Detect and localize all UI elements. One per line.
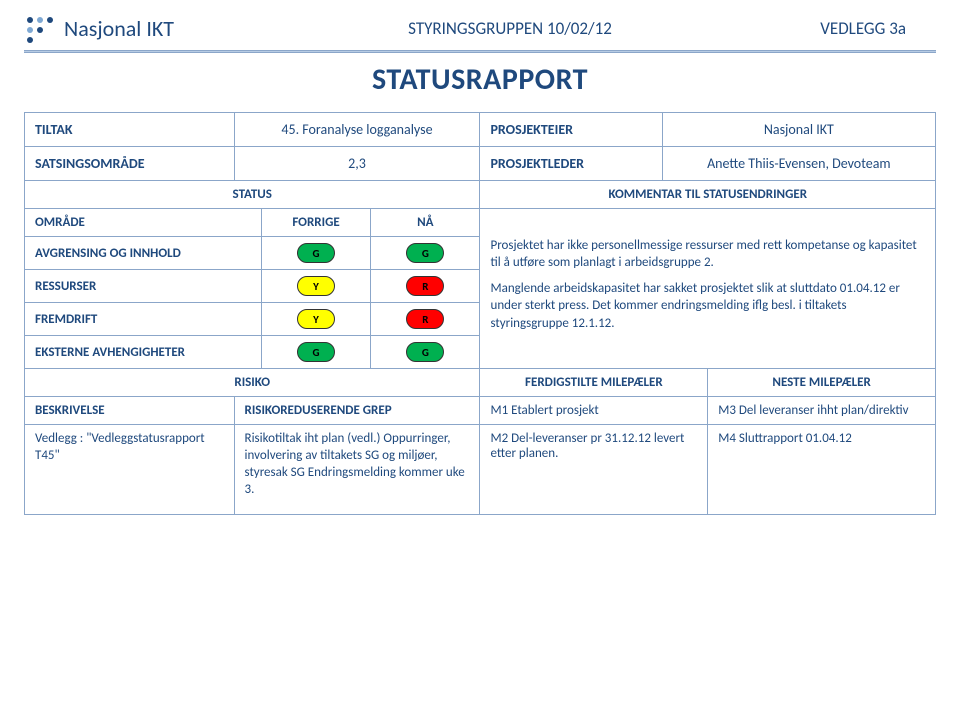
next-heading: NESTE MILEPÆLER — [708, 369, 936, 397]
badge-r-icon: R — [406, 309, 444, 329]
info-value: Anette Thiis-Evensen, Devoteam — [662, 147, 935, 181]
badge-prev: Y — [261, 303, 370, 336]
risk-heading: RISIKO — [25, 369, 480, 397]
badge-y-icon: Y — [297, 309, 335, 329]
col-area: OMRÅDE — [25, 209, 262, 237]
info-label: TILTAK — [25, 113, 235, 147]
info-label: SATSINGSOMRÅDE — [25, 147, 235, 181]
milestone-next: M4 Sluttrapport 01.04.12 — [708, 425, 936, 515]
risk-table: RISIKO FERDIGSTILTE MILEPÆLER NESTE MILE… — [24, 368, 936, 515]
badge-g-icon: G — [406, 243, 444, 263]
badge-now: R — [371, 303, 480, 336]
badge-now: R — [371, 270, 480, 303]
logo: Nasjonal IKT — [24, 12, 284, 44]
info-label: PROSJEKTEIER — [480, 113, 662, 147]
logo-icon — [24, 12, 56, 44]
page-title: STATUSRAPPORT — [24, 61, 936, 98]
header-center: STYRINGSGRUPPEN 10/02/12 — [284, 18, 736, 39]
badge-prev: G — [261, 237, 370, 270]
info-value: 45. Foranalyse logganalyse — [234, 113, 480, 147]
milestone-done: M2 Del-leveranser pr 31.12.12 levert ett… — [480, 425, 708, 515]
done-heading: FERDIGSTILTE MILEPÆLER — [480, 369, 708, 397]
badge-now: G — [371, 336, 480, 369]
badge-prev: Y — [261, 270, 370, 303]
header: Nasjonal IKT STYRINGSGRUPPEN 10/02/12 VE… — [24, 12, 936, 44]
badge-prev: G — [261, 336, 370, 369]
badge-now: G — [371, 237, 480, 270]
col-prev: FORRIGE — [261, 209, 370, 237]
comment-cell: Prosjektet har ikke personellmessige res… — [480, 209, 936, 369]
col-now: NÅ — [371, 209, 480, 237]
status-heading: STATUS — [25, 181, 480, 209]
risk-action: Risikotiltak iht plan (vedl.) Oppurringe… — [234, 425, 480, 515]
status-row-label: RESSURSER — [25, 270, 262, 303]
badge-g-icon: G — [297, 342, 335, 362]
info-label: PROSJEKTLEDER — [480, 147, 662, 181]
header-divider — [24, 50, 936, 53]
badge-r-icon: R — [406, 276, 444, 296]
col-desc: BESKRIVELSE — [25, 397, 235, 425]
risk-desc: Vedlegg : "Vedleggstatusrapport T45" — [25, 425, 235, 515]
comment-p2: Manglende arbeidskapasitet har sakket pr… — [490, 280, 925, 333]
col-action: RISIKOREDUSERENDE GREP — [234, 397, 480, 425]
milestone-next: M3 Del leveranser ihht plan/direktiv — [708, 397, 936, 425]
milestone-done: M1 Etablert prosjekt — [480, 397, 708, 425]
badge-g-icon: G — [297, 243, 335, 263]
badge-g-icon: G — [406, 342, 444, 362]
info-value: 2,3 — [234, 147, 480, 181]
status-row-label: FREMDRIFT — [25, 303, 262, 336]
status-row-label: AVGRENSING OG INNHOLD — [25, 237, 262, 270]
badge-y-icon: Y — [297, 276, 335, 296]
status-row-label: EKSTERNE AVHENGIGHETER — [25, 336, 262, 369]
status-table: STATUS KOMMENTAR TIL STATUSENDRINGER OMR… — [24, 180, 936, 369]
header-right: VEDLEGG 3a — [736, 18, 936, 39]
info-value: Nasjonal IKT — [662, 113, 935, 147]
logo-text: Nasjonal IKT — [64, 15, 174, 42]
info-table: TILTAK 45. Foranalyse logganalyse PROSJE… — [24, 112, 936, 181]
comment-p1: Prosjektet har ikke personellmessige res… — [490, 237, 925, 272]
comment-heading: KOMMENTAR TIL STATUSENDRINGER — [480, 181, 936, 209]
